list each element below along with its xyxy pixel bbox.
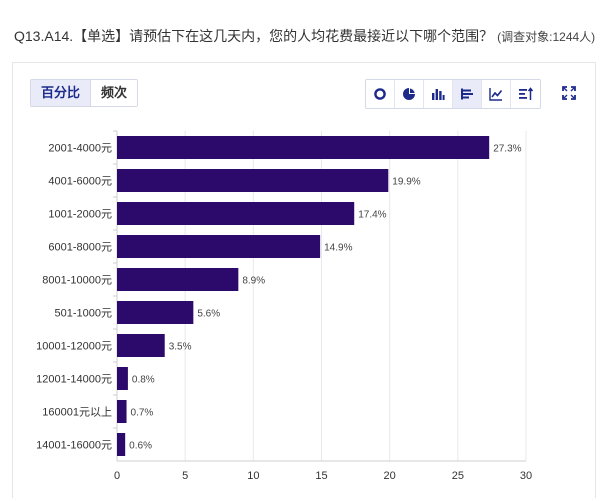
value-label: 3.5% bbox=[169, 342, 192, 353]
x-tick-label: 25 bbox=[452, 470, 464, 482]
bar[interactable] bbox=[117, 433, 126, 456]
horizontal-bar-icon bbox=[461, 88, 473, 100]
pie-chart-button[interactable] bbox=[395, 80, 424, 108]
category-label: 501-1000元 bbox=[55, 308, 113, 320]
chart-panel bbox=[12, 62, 596, 498]
x-tick-label: 10 bbox=[247, 470, 259, 482]
bar[interactable] bbox=[117, 367, 128, 390]
value-label: 0.6% bbox=[129, 441, 152, 452]
line-chart-icon bbox=[489, 88, 503, 101]
bar[interactable] bbox=[117, 301, 194, 324]
value-label: 17.4% bbox=[358, 210, 386, 221]
tab-percentage[interactable]: 百分比 bbox=[31, 80, 92, 106]
category-label: 160001元以上 bbox=[42, 406, 112, 419]
value-label: 19.9% bbox=[392, 177, 420, 188]
pie-chart-icon bbox=[403, 88, 415, 100]
bar[interactable] bbox=[117, 169, 389, 192]
value-label: 27.3% bbox=[493, 144, 521, 155]
x-tick-label: 20 bbox=[384, 470, 396, 482]
mode-tabs: 百分比 频次 bbox=[30, 79, 139, 107]
x-tick-label: 0 bbox=[114, 470, 120, 482]
question-title: Q13.A14.【单选】请预估下在这几天内，您的人均花费最接近以下哪个范围？ (调… bbox=[14, 26, 596, 46]
line-chart-button[interactable] bbox=[482, 80, 511, 108]
chart-type-toolbar bbox=[365, 79, 541, 109]
donut-chart-button[interactable] bbox=[366, 80, 395, 108]
respondent-count: (调查对象:1244人) bbox=[497, 30, 596, 44]
x-tick-label: 30 bbox=[520, 470, 532, 482]
value-labels: 27.3% 19.9% 17.4% 14.9% 8.9% 5.6% 3.5% 0.8% 0.7%… bbox=[129, 144, 521, 452]
question-text: Q13.A14.【单选】请预估下在这几天内，您的人均花费最接近以下哪个范围？ bbox=[14, 28, 494, 44]
value-label: 0.8% bbox=[132, 375, 155, 386]
category-label: 10001-12000元 bbox=[36, 341, 112, 353]
x-axis-ticks: 0 5 10 15 20 25 30 bbox=[114, 470, 532, 482]
fullscreen-icon bbox=[562, 86, 576, 100]
value-label: 5.6% bbox=[197, 309, 220, 320]
category-label: 12001-14000元 bbox=[36, 374, 112, 386]
sort-button[interactable] bbox=[511, 80, 540, 108]
category-label: 8001-10000元 bbox=[42, 275, 112, 287]
sort-icon bbox=[518, 87, 533, 100]
bar[interactable] bbox=[117, 202, 355, 225]
value-label: 14.9% bbox=[324, 243, 352, 254]
bar-chart-button[interactable] bbox=[424, 80, 453, 108]
fullscreen-button[interactable] bbox=[558, 82, 580, 104]
bar[interactable] bbox=[117, 136, 490, 159]
category-label: 14001-16000元 bbox=[36, 440, 112, 452]
category-labels: 2001-4000元 4001-6000元 1001-2000元 6001-8000元… bbox=[36, 143, 112, 452]
x-tick-label: 15 bbox=[315, 470, 327, 482]
value-label: 0.7% bbox=[131, 408, 154, 419]
horizontal-bar-button[interactable] bbox=[453, 80, 482, 108]
category-label: 1001-2000元 bbox=[48, 209, 112, 221]
bars bbox=[117, 136, 490, 456]
bar[interactable] bbox=[117, 268, 239, 291]
bar-chart-icon bbox=[432, 89, 445, 100]
bar[interactable] bbox=[117, 400, 127, 423]
donut-chart-icon bbox=[374, 88, 386, 100]
bar[interactable] bbox=[117, 235, 321, 258]
x-tick-label: 5 bbox=[182, 470, 188, 482]
bar[interactable] bbox=[117, 334, 165, 357]
category-label: 2001-4000元 bbox=[48, 143, 112, 155]
tab-frequency[interactable]: 频次 bbox=[91, 80, 138, 106]
category-label: 6001-8000元 bbox=[48, 242, 112, 254]
value-label: 8.9% bbox=[242, 276, 265, 287]
category-label: 4001-6000元 bbox=[48, 176, 112, 188]
